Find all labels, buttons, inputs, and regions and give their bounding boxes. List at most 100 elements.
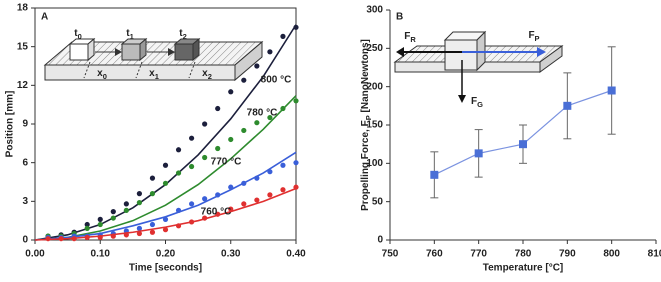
inset-label: t2 [179, 28, 187, 42]
y-axis-title: Propelling Force, FP [NanoNewtons] [360, 39, 374, 211]
y-axis-title-part: P [364, 115, 373, 120]
data-point [136, 230, 142, 237]
data-point [228, 89, 234, 95]
inset-label: t0 [74, 28, 82, 42]
data-point [175, 147, 182, 153]
data-point [280, 162, 286, 168]
y-tick-label: 3 [22, 196, 28, 207]
inset-label-part: t [179, 28, 183, 39]
series-label: 770 °C [211, 157, 242, 168]
series-label: 760 °C [201, 207, 232, 218]
data-point [215, 192, 221, 198]
data-point [123, 207, 129, 213]
y-tick-label: 50 [372, 196, 384, 207]
y-tick-label: 0 [377, 235, 383, 246]
x-tick-label: 0.10 [91, 249, 111, 260]
data-point [293, 184, 299, 190]
data-point [267, 49, 273, 55]
data-point [45, 236, 51, 242]
panel-label: A [41, 12, 48, 23]
data-point [241, 201, 247, 207]
data-point [280, 187, 286, 193]
x-tick-label: 750 [382, 249, 399, 260]
data-point [254, 197, 260, 203]
data-point [136, 225, 142, 231]
y-tick-label: 250 [366, 43, 383, 54]
data-point [202, 215, 208, 221]
data-point [430, 170, 439, 179]
inset-b [393, 30, 564, 103]
data-point [97, 234, 103, 241]
inset-label-part: x [202, 68, 208, 79]
y-axis-title-part: [NanoNewtons] [360, 39, 371, 115]
data-point [162, 162, 169, 168]
inset-label: x1 [149, 68, 159, 82]
data-point [162, 180, 169, 186]
data-point [293, 24, 299, 30]
data-point [215, 211, 221, 217]
data-point [58, 236, 64, 242]
x-tick-label: 810 [648, 249, 661, 260]
inset-label: FR [404, 31, 416, 45]
data-point [189, 219, 195, 225]
data-point [97, 221, 103, 228]
x-tick-label: 0.40 [286, 249, 306, 260]
panel-label: B [396, 12, 403, 23]
data-point [228, 206, 234, 212]
data-point [519, 140, 527, 149]
data-point [97, 216, 103, 222]
x-tick-label: 770 [470, 249, 487, 260]
x-axis-title: Temperature [°C] [483, 263, 564, 274]
y-tick-label: 0 [22, 235, 28, 246]
data-point [123, 232, 129, 238]
data-point [241, 127, 247, 134]
data-point [228, 184, 234, 190]
data-point [149, 221, 156, 228]
inset-label-part: t [74, 28, 78, 39]
y-tick-label: 200 [366, 81, 383, 92]
inset-label: FP [528, 30, 539, 44]
data-point [71, 236, 77, 242]
data-point [84, 225, 90, 231]
data-point [254, 120, 260, 126]
inset-label-part: G [477, 100, 483, 109]
inset-label-part: 0 [103, 72, 107, 81]
y-tick-label: 150 [366, 120, 383, 131]
data-point [84, 221, 90, 228]
inset-label-part: R [410, 35, 416, 44]
series-label: 780 °C [247, 108, 278, 119]
data-point [149, 175, 156, 181]
data-point [280, 33, 286, 39]
inset-label-part: 1 [130, 32, 134, 41]
inset-label: x2 [202, 68, 212, 82]
inset-a [43, 37, 264, 82]
data-point [110, 215, 116, 221]
data-point [84, 234, 90, 241]
x-tick-label: 0.30 [221, 249, 241, 260]
inset-label-part: 2 [183, 32, 187, 41]
inset-label-part: x [149, 68, 155, 79]
inset-label-part: F [528, 30, 534, 41]
data-point [175, 223, 182, 229]
data-point [293, 98, 299, 104]
data-point [267, 169, 273, 175]
data-point [110, 209, 116, 215]
inset-label: t1 [126, 28, 134, 42]
x-tick-label: 0.20 [156, 249, 176, 260]
x-tick-label: 790 [559, 249, 576, 260]
inset-label-part: P [535, 34, 540, 43]
data-point [215, 105, 221, 112]
inset-label-part: t [126, 28, 130, 39]
x-tick-label: 0.00 [25, 249, 45, 260]
inset-label-part: x [97, 68, 103, 79]
y-tick-label: 15 [17, 41, 29, 52]
inset-label-part: 1 [155, 72, 159, 81]
data-point [607, 86, 616, 95]
data-point [136, 191, 142, 197]
data-point [202, 154, 208, 161]
x-axis-title: Time [seconds] [129, 263, 202, 274]
data-point [189, 163, 195, 170]
data-point [254, 63, 260, 69]
data-point [267, 114, 273, 121]
